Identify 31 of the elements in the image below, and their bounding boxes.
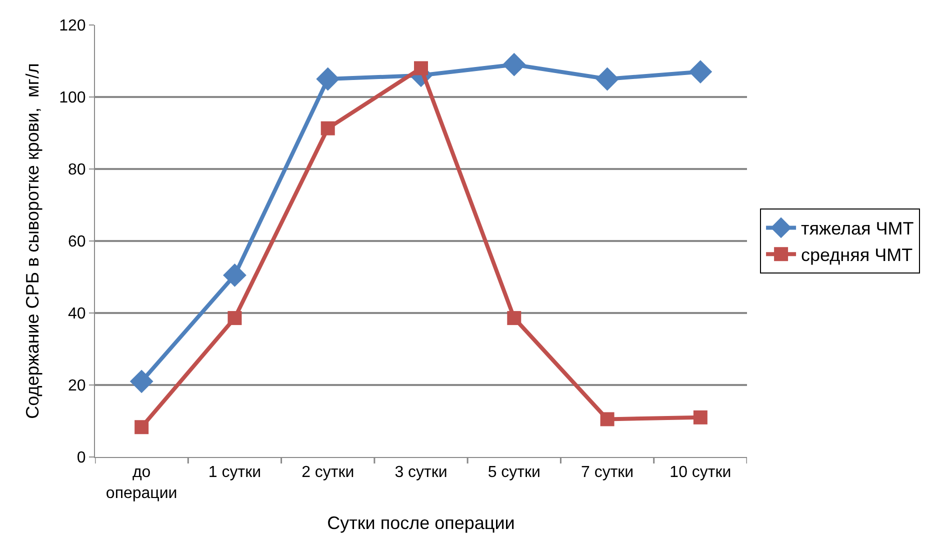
point (130, 370, 154, 394)
y-tick-label: 100 (59, 90, 86, 107)
y-tick-label: 20 (68, 378, 86, 395)
x-tick-label: 1 сутки (208, 464, 262, 482)
y-axis-title: Содержание СРБ в сыворотке крови, мг/л (22, 63, 42, 419)
point (134, 420, 149, 434)
y-tick-label: 80 (68, 162, 86, 179)
point (502, 52, 526, 76)
point (688, 60, 712, 84)
point (596, 67, 619, 91)
y-tick-label: 60 (68, 234, 86, 251)
point (414, 61, 428, 76)
point (223, 264, 246, 287)
point (316, 67, 340, 91)
legend-label: тяжелая ЧМТ (801, 218, 914, 239)
point (693, 410, 708, 424)
y-tick-label: 120 (59, 18, 86, 35)
x-tick-label: 10 сутки (670, 464, 732, 482)
y-tick-label: 40 (68, 306, 86, 323)
x-tick-label: 3 сутки (394, 464, 448, 482)
x-axis-title: Сутки после операции (327, 513, 515, 534)
x-tick-label: 5 сутки (488, 464, 540, 482)
x-tick-label: 7 сутки (580, 464, 634, 482)
x-tick-label: до операции (106, 464, 178, 502)
y-tick-label: 0 (76, 450, 86, 467)
legend-label: средняя ЧМТ (801, 245, 913, 266)
point (320, 121, 335, 136)
point (228, 311, 242, 326)
point (507, 311, 522, 326)
x-tick-label: 2 сутки (302, 464, 354, 482)
point (600, 412, 614, 426)
